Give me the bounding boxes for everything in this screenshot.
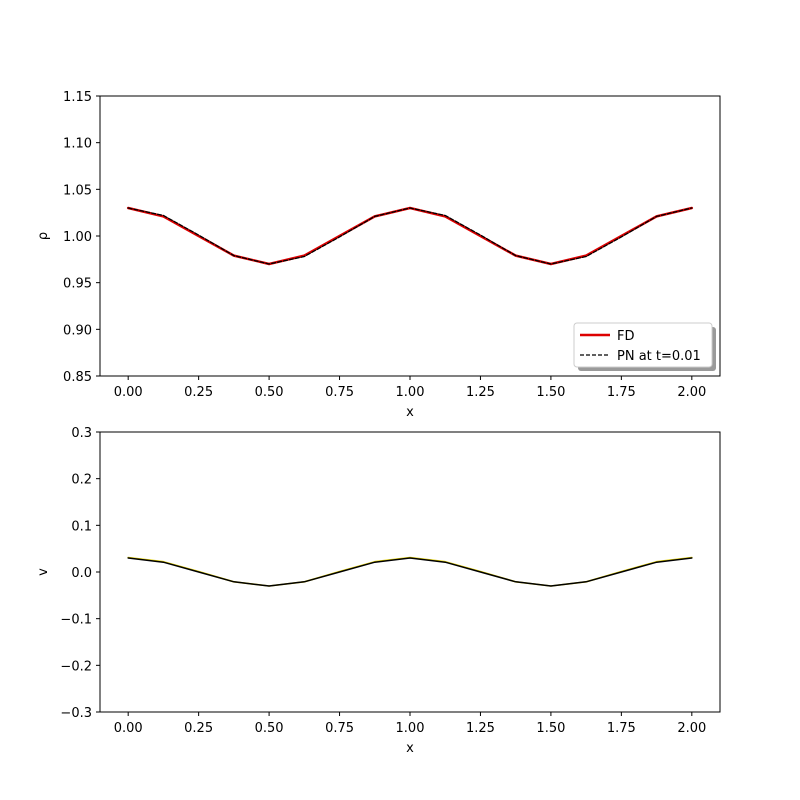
velocity-y-tick-label: 0.2 bbox=[71, 473, 92, 488]
density-x-tick-label: 0.50 bbox=[255, 385, 284, 400]
velocity-panel: 0.00 0.25 0.50 0.75 1.00 1.25 1.50 1.75 2.00 −0.… bbox=[36, 426, 721, 756]
velocity-series-line-2 bbox=[127, 557, 693, 587]
density-x-ticks: 0.00 0.25 0.50 0.75 1.00 1.25 1.50 1.75 2.00 bbox=[114, 376, 706, 400]
density-y-tick-label: 0.95 bbox=[63, 277, 92, 292]
velocity-y-tick-label: 0.0 bbox=[71, 566, 92, 581]
density-y-tick-label: 1.15 bbox=[63, 90, 92, 105]
density-y-axis-label: ρ bbox=[36, 232, 51, 240]
velocity-x-axis-label: x bbox=[406, 741, 414, 756]
velocity-x-tick-label: 0.50 bbox=[255, 721, 284, 736]
density-x-tick-label: 1.25 bbox=[466, 385, 495, 400]
density-x-tick-label: 0.25 bbox=[184, 385, 213, 400]
density-x-tick-label: 1.75 bbox=[607, 385, 636, 400]
velocity-x-tick-label: 0.25 bbox=[184, 721, 213, 736]
density-x-tick-label: 0.75 bbox=[325, 385, 354, 400]
density-lines bbox=[126, 206, 694, 266]
velocity-x-tick-label: 1.00 bbox=[396, 721, 425, 736]
legend-label-fd: FD bbox=[617, 329, 635, 344]
velocity-x-tick-label: 2.00 bbox=[677, 721, 706, 736]
density-y-tick-label: 0.90 bbox=[63, 323, 92, 338]
velocity-y-tick-label: −0.2 bbox=[60, 659, 92, 674]
legend-label-pn: PN at t=0.01 bbox=[617, 349, 701, 364]
velocity-x-tick-label: 0.00 bbox=[114, 721, 143, 736]
density-x-tick-label: 2.00 bbox=[677, 385, 706, 400]
velocity-x-tick-label: 0.75 bbox=[325, 721, 354, 736]
velocity-lines bbox=[127, 556, 693, 587]
velocity-y-tick-label: 0.3 bbox=[71, 426, 92, 441]
velocity-x-tick-label: 1.75 bbox=[607, 721, 636, 736]
velocity-x-ticks: 0.00 0.25 0.50 0.75 1.00 1.25 1.50 1.75 2.00 bbox=[114, 712, 706, 736]
density-y-tick-label: 1.05 bbox=[63, 183, 92, 198]
density-y-tick-label: 1.10 bbox=[63, 137, 92, 152]
velocity-y-axis-label: v bbox=[36, 568, 51, 576]
legend: FD PN at t=0.01 bbox=[573, 322, 716, 371]
density-panel: 0.00 0.25 0.50 0.75 1.00 1.25 1.50 1.75 2.00 0.8… bbox=[36, 90, 721, 420]
density-series-line-2 bbox=[127, 207, 693, 265]
density-x-tick-label: 1.50 bbox=[536, 385, 565, 400]
velocity-y-tick-label: −0.3 bbox=[60, 706, 92, 721]
density-x-tick-label: 1.00 bbox=[396, 385, 425, 400]
density-x-axis-label: x bbox=[406, 405, 414, 420]
velocity-x-tick-label: 1.25 bbox=[466, 721, 495, 736]
velocity-y-tick-label: 0.1 bbox=[71, 519, 92, 534]
density-x-tick-label: 0.00 bbox=[114, 385, 143, 400]
density-y-ticks: 0.85 0.90 0.95 1.00 1.05 1.10 1.15 bbox=[63, 90, 100, 385]
velocity-plot-area bbox=[100, 432, 720, 712]
velocity-y-tick-label: −0.1 bbox=[60, 613, 92, 628]
density-y-tick-label: 1.00 bbox=[63, 230, 92, 245]
velocity-y-ticks: −0.3 −0.2 −0.1 0.0 0.1 0.2 0.3 bbox=[60, 426, 100, 721]
velocity-x-tick-label: 1.50 bbox=[536, 721, 565, 736]
density-y-tick-label: 0.85 bbox=[63, 370, 92, 385]
